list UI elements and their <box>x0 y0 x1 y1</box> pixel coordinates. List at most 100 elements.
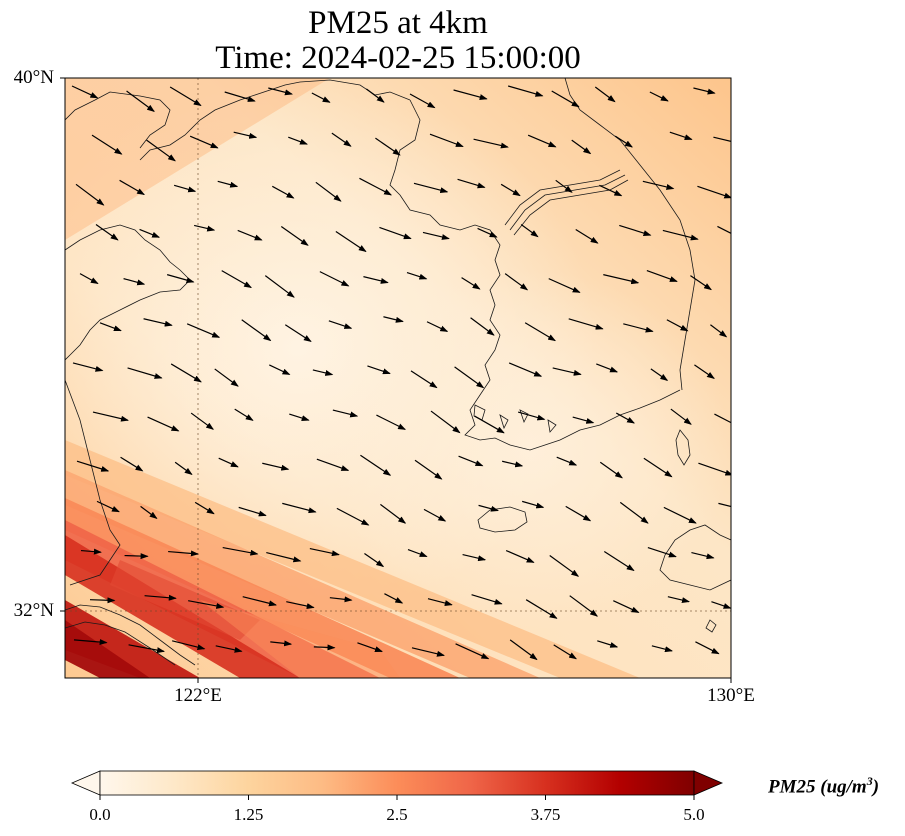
wind-arrow <box>242 596 277 607</box>
wind-arrow <box>76 460 110 472</box>
wind-arrow <box>697 185 731 199</box>
wind-arrow <box>691 551 715 560</box>
wind-arrow <box>454 366 485 389</box>
wind-arrow <box>331 132 352 147</box>
wind-arrow <box>332 409 359 418</box>
wind-arrow <box>120 456 144 472</box>
colorbar-tick-3: 3.75 <box>530 805 561 824</box>
wind-arrow <box>328 320 353 329</box>
wind-arrow <box>505 549 535 563</box>
wind-arrow <box>711 601 731 609</box>
wind-arrow <box>517 411 546 421</box>
wind-arrow <box>360 454 392 476</box>
wind-arrow <box>364 553 385 568</box>
wind-arrow <box>128 644 165 654</box>
wind-arrow <box>186 323 221 338</box>
wind-arrow <box>215 645 243 653</box>
axis-ticks <box>60 77 732 683</box>
wind-arrow <box>194 501 215 515</box>
lon-label-122e: 122°E <box>174 685 222 706</box>
wind-arrow <box>504 273 529 291</box>
wind-arrow <box>614 135 633 148</box>
colorbar-label: PM25 (ug/m3) <box>768 774 880 798</box>
wind-arrow <box>119 179 145 196</box>
wind-arrow <box>623 323 654 333</box>
colorbar-tick-0: 0.0 <box>89 805 111 824</box>
wind-arrow <box>502 460 524 468</box>
wind-arrow <box>95 223 119 241</box>
wind-arrow <box>461 277 481 290</box>
tsushima <box>675 429 691 466</box>
wind-arrow <box>423 508 447 522</box>
wind-arrow <box>694 364 715 379</box>
wind-arrow <box>289 413 310 421</box>
wind-arrow <box>718 502 731 508</box>
wind-arrow <box>282 502 317 514</box>
wind-arrow <box>224 91 256 102</box>
wind-arrow <box>551 90 580 108</box>
wind-arrow <box>407 548 428 558</box>
wind-arrow <box>73 639 108 646</box>
wind-arrow <box>422 231 450 240</box>
wind-arrow <box>214 368 239 387</box>
wind-arrow <box>521 500 545 509</box>
wind-arrow <box>670 408 692 425</box>
wind-arrow <box>189 135 219 149</box>
wind-arrow <box>594 86 616 103</box>
wind-arrow <box>571 139 592 155</box>
wind-arrow <box>124 553 149 560</box>
wind-arrow <box>473 138 509 149</box>
wind-arrow <box>217 180 239 188</box>
wind-arrow <box>414 459 443 480</box>
wind-arrow <box>603 274 640 285</box>
wind-arrow <box>174 461 193 475</box>
wind-arrow <box>376 414 406 430</box>
wind-arrow <box>80 548 102 555</box>
wind-arrow <box>575 228 599 244</box>
wind-arrow <box>269 364 291 376</box>
wind-arrow <box>698 462 731 476</box>
wind-arrow <box>713 136 731 143</box>
wind-arrow <box>524 322 556 342</box>
wind-arrow <box>478 504 499 512</box>
colorbar-tick-4: 5.0 <box>683 805 705 824</box>
wind-arrow <box>662 229 699 241</box>
wind-arrow <box>667 596 690 604</box>
wind-arrow <box>471 594 503 605</box>
wind-arrow <box>527 134 557 148</box>
wind-arrow <box>268 87 293 96</box>
wind-arrow <box>366 88 385 103</box>
wind-arrow <box>311 92 331 103</box>
wind-arrow <box>286 601 315 609</box>
wind-arrow <box>309 547 340 557</box>
wind-arrow <box>646 270 678 282</box>
wind-vectors <box>71 85 731 661</box>
wind-arrow <box>92 411 129 422</box>
wind-arrow <box>218 457 239 468</box>
china-east-coast <box>65 379 121 586</box>
wind-arrow <box>312 369 334 376</box>
wind-arrow <box>238 506 267 517</box>
korea-north-boundary-2 <box>509 174 626 231</box>
wind-arrow <box>666 319 689 332</box>
wind-arrow <box>552 367 582 376</box>
wind-arrow <box>714 413 731 424</box>
wind-arrow <box>380 503 407 524</box>
wind-arrow <box>548 278 581 293</box>
korea-west-coast <box>389 99 681 451</box>
wind-arrow <box>319 271 350 287</box>
wind-arrow <box>596 363 619 373</box>
wind-arrow <box>651 645 673 653</box>
wind-arrow <box>556 456 578 466</box>
wind-arrow <box>357 642 383 653</box>
wind-arrow <box>262 462 290 471</box>
wind-arrow <box>233 131 258 139</box>
yangtze-estuary-2 <box>65 621 176 666</box>
wind-arrow <box>316 458 350 471</box>
wind-arrow <box>284 324 312 342</box>
wind-arrow <box>462 553 487 562</box>
wind-arrow <box>288 136 308 145</box>
wind-arrow <box>91 134 123 155</box>
wind-arrow <box>568 318 604 330</box>
